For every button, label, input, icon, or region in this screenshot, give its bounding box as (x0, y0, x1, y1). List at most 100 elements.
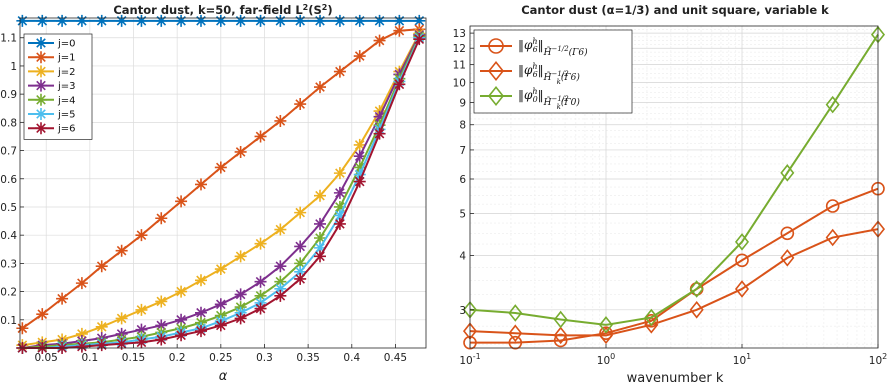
left-data-point (214, 298, 227, 311)
left-data-point (135, 323, 148, 336)
left-data-point (274, 14, 287, 27)
left-y-tick-label: 1 (10, 61, 17, 73)
left-data-point (115, 312, 128, 325)
right-data-point (735, 253, 749, 268)
left-data-point (333, 65, 346, 78)
left-data-point (393, 24, 406, 37)
right-data-point (825, 228, 840, 247)
left-legend-label: j=2 (57, 67, 76, 78)
left-data-point (353, 14, 366, 27)
right-data-point (488, 38, 504, 54)
right-legend-entry: ‖φh 6‖H̃−1/2(Γ6) (480, 37, 588, 58)
right-data-point (508, 304, 523, 322)
right-series-2 (462, 25, 886, 334)
left-data-point (16, 322, 29, 335)
left-legend-entry: j=4 (28, 93, 76, 106)
left-legend-entry: j=2 (28, 65, 76, 78)
left-x-tick-label: 0.25 (209, 352, 232, 364)
left-data-point (314, 81, 327, 94)
left-data-point (274, 260, 287, 273)
left-y-tick-label: 0.4 (0, 230, 17, 242)
right-data-point (689, 301, 704, 319)
left-data-point (353, 150, 366, 163)
right-data-point (734, 280, 750, 298)
left-data-point (314, 250, 327, 263)
left-legend-label: j=6 (57, 124, 76, 135)
left-legend-marker (35, 37, 47, 49)
left-data-point (214, 14, 227, 27)
left-ticks: 0.05 0.1 0.15 0.2 0.25 0.3 0.35 0.4 0.45 0.1 0.2 0.… (0, 33, 407, 364)
right-data-point (644, 308, 659, 327)
left-data-point (194, 306, 207, 319)
left-data-point (254, 289, 267, 302)
left-data-point (175, 14, 188, 27)
left-legend-entry: j=1 (28, 51, 76, 64)
right-y-tick-label: 10 (453, 78, 466, 90)
left-data-point (254, 237, 267, 250)
left-chart-title: Cantor dust, k=50, far-field L2(S2) (113, 3, 332, 17)
left-data-point (333, 200, 346, 213)
left-data-point (353, 138, 366, 151)
right-data-point (644, 316, 659, 334)
left-data-point (274, 223, 287, 236)
right-y-tick-label: 6 (459, 174, 466, 186)
right-data-point (553, 326, 568, 345)
left-x-tick-label: 0.4 (343, 352, 360, 364)
left-legend-label: j=4 (57, 95, 76, 106)
right-legend-entry: ‖φh 6‖H̃−1/2 k(Γ6) (480, 60, 580, 86)
left-data-point (314, 14, 327, 27)
left-data-point (214, 319, 227, 332)
right-data-point (825, 95, 840, 114)
left-legend: j=0 j=1 j=2 j=3 j=4 j=5 j=6 (23, 33, 93, 140)
right-data-point (553, 310, 568, 329)
right-data-point (780, 249, 795, 267)
right-chart: 10-1 100 101 102 3 4 5 6 7 8 9 10 11 12 13 Cantor dust… (453, 3, 888, 386)
left-data-point (75, 277, 88, 290)
right-y-tick-label: 5 (459, 208, 466, 220)
left-data-point (254, 302, 267, 315)
right-series-1 (462, 220, 886, 345)
right-y-tick-label: 13 (453, 28, 466, 40)
left-data-point (75, 14, 88, 27)
left-legend-label: j=0 (57, 39, 76, 50)
left-legend-marker (35, 51, 47, 64)
right-data-point (487, 60, 505, 82)
right-legend-label: ‖φh 6‖H̃−1/2 k(Γ6) (518, 62, 580, 86)
left-legend-label: j=3 (57, 81, 76, 92)
left-y-tick-label: 0.1 (0, 315, 17, 327)
left-data-point (95, 14, 108, 27)
left-data-point (234, 250, 247, 263)
right-y-tick-label: 11 (453, 60, 466, 72)
left-data-point (214, 263, 227, 276)
left-data-point (214, 161, 227, 174)
right-x-tick-label: 10-1 (459, 352, 480, 367)
left-data-point (294, 240, 307, 253)
left-data-point (175, 313, 188, 326)
right-legend-label: ‖φh 0‖H̃−1/2 k(Γ0) (518, 87, 580, 111)
right-data-point (644, 313, 659, 328)
left-data-point (75, 340, 88, 353)
left-x-tick-label: 0.15 (122, 352, 145, 364)
left-data-point (115, 244, 128, 257)
left-data-point (95, 260, 108, 273)
left-data-point (95, 339, 108, 352)
left-data-point (36, 308, 49, 321)
left-data-point (294, 257, 307, 270)
right-y-tick-label: 12 (453, 43, 466, 55)
left-data-point (194, 14, 207, 27)
left-data-point (194, 325, 207, 338)
left-data-point (333, 14, 346, 27)
left-data-point (294, 14, 307, 27)
right-data-point (508, 324, 523, 342)
left-data-point (234, 145, 247, 158)
left-data-point (314, 217, 327, 230)
left-y-tick-label: 0.3 (0, 258, 17, 270)
right-y-tick-label: 3 (459, 305, 466, 317)
left-series-j-0 (16, 14, 426, 27)
left-data-point (274, 289, 287, 302)
left-x-tick-label: 0.35 (296, 352, 319, 364)
left-y-tick-label: 0.2 (0, 287, 17, 299)
left-legend-entry: j=0 (28, 37, 76, 50)
left-data-point (373, 127, 386, 140)
left-data-point (155, 14, 168, 27)
